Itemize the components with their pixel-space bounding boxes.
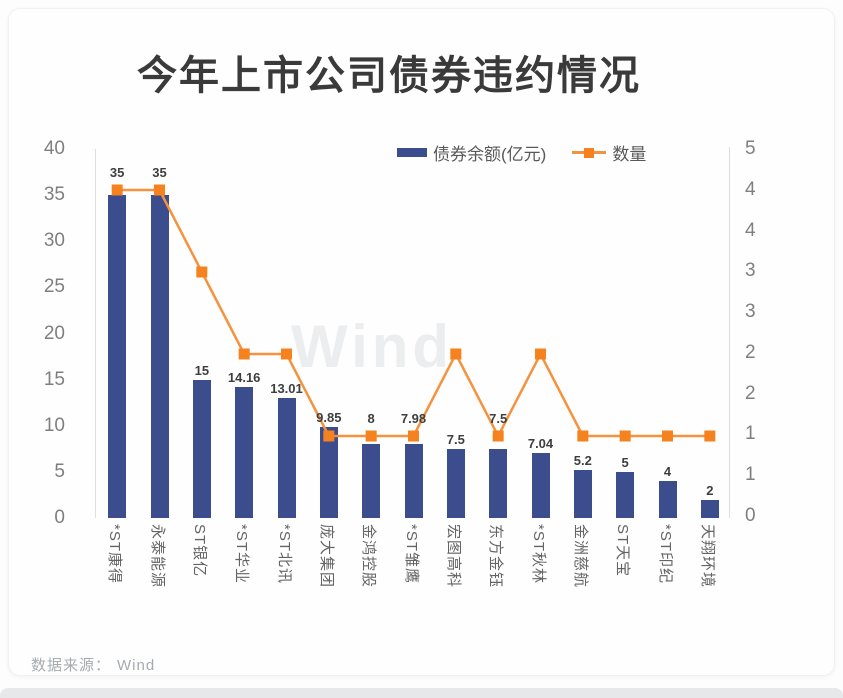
bar-value-label: 7.98 xyxy=(400,411,427,426)
x-axis-label: ST天宝 xyxy=(614,524,632,578)
x-axis-label: 金洲慈航 xyxy=(571,524,589,589)
bar xyxy=(531,453,550,518)
right-axis-tick: 3 xyxy=(745,260,756,282)
left-axis-line xyxy=(95,149,96,518)
x-axis-label: *ST印纪 xyxy=(656,524,674,585)
bar-swatch-icon xyxy=(397,148,427,157)
line-marker xyxy=(619,430,631,442)
bar xyxy=(446,448,465,518)
line-marker xyxy=(111,184,123,196)
x-axis-label: *ST华业 xyxy=(233,524,251,585)
bar-value-label: 4 xyxy=(663,464,672,480)
right-axis-tick: 3 xyxy=(745,301,756,323)
left-axis-tick: 20 xyxy=(43,322,65,344)
chart-card: 今年上市公司债券违约情况 债券余额(亿元) 数量 Wind 40 35 30 25 20… xyxy=(8,8,835,676)
line-marker xyxy=(577,430,589,442)
x-axis-label: 金鸿控股 xyxy=(360,524,378,589)
bar xyxy=(362,444,381,518)
right-axis-tick: 1 xyxy=(745,423,756,445)
bar xyxy=(277,397,296,518)
bar-value-label: 5 xyxy=(621,454,629,470)
bar xyxy=(658,481,677,518)
legend-item-bond-balance: 债券余额(亿元) xyxy=(397,140,546,165)
line-marker xyxy=(662,430,673,442)
chart-title: 今年上市公司债券违约情况 xyxy=(137,54,641,98)
bar xyxy=(192,379,211,518)
bar-value-label: 7.04 xyxy=(527,436,554,452)
right-axis-tick: 5 xyxy=(745,138,756,159)
plot-area: 40 35 30 25 20 15 10 5 0 5 4 4 3 3 2 2 1 1 0 35 *ST康得 35 永泰能源 1… xyxy=(9,9,834,675)
line-marker xyxy=(450,348,462,360)
x-axis-label: 东方金钰 xyxy=(487,524,505,589)
left-axis-tick: 30 xyxy=(43,230,65,252)
left-axis-tick: 15 xyxy=(43,368,65,390)
bar xyxy=(319,427,338,518)
bar-value-label: 35 xyxy=(109,165,125,180)
x-axis-label: *ST秋林 xyxy=(529,524,547,585)
x-axis-label: 永泰能源 xyxy=(148,524,166,589)
bar xyxy=(404,444,423,518)
left-axis-tick: 0 xyxy=(54,507,65,528)
bar-value-label: 2 xyxy=(706,482,714,498)
line-marker-swatch-icon xyxy=(572,147,607,158)
bar-value-label: 5.2 xyxy=(573,453,592,469)
bar xyxy=(616,471,635,518)
line-marker xyxy=(154,184,165,196)
right-axis-tick: 2 xyxy=(745,341,756,363)
line-marker xyxy=(281,348,292,360)
bar xyxy=(489,448,508,518)
line-marker xyxy=(196,266,208,278)
legend-item-count: 数量 xyxy=(572,140,646,165)
line-marker xyxy=(238,348,250,360)
x-axis-label: 庞大集团 xyxy=(317,524,335,589)
data-source-label: 数据来源： xyxy=(31,657,112,674)
bar xyxy=(150,195,169,518)
x-axis-label: ST银亿 xyxy=(190,524,208,578)
x-axis-label: *ST北讯 xyxy=(275,524,293,585)
x-axis-label: 宏图高科 xyxy=(444,524,462,589)
right-axis-tick: 0 xyxy=(745,505,756,526)
legend-bar-label: 债券余额(亿元) xyxy=(433,145,547,164)
bar-value-label: 13.01 xyxy=(270,380,303,396)
left-axis-tick: 40 xyxy=(43,138,65,159)
right-axis-tick: 1 xyxy=(745,464,756,486)
line-marker xyxy=(704,430,716,442)
line-marker xyxy=(408,430,419,442)
legend-line-label: 数量 xyxy=(612,145,647,164)
next-card-edge xyxy=(0,688,843,698)
bar xyxy=(235,387,254,518)
line-marker xyxy=(492,430,504,442)
left-axis-tick: 25 xyxy=(43,276,65,298)
left-axis-tick: 10 xyxy=(43,414,65,436)
bar xyxy=(700,499,719,518)
x-axis-label: 天翔环境 xyxy=(698,524,716,589)
left-axis-tick: 35 xyxy=(43,184,65,206)
data-source-value: Wind xyxy=(117,657,156,674)
bar-value-label: 7.5 xyxy=(489,411,508,426)
legend: 债券余额(亿元) 数量 xyxy=(397,140,646,165)
bar-value-label: 35 xyxy=(152,165,167,180)
right-axis-tick: 4 xyxy=(745,178,756,200)
x-axis-label: *ST雏鹰 xyxy=(402,524,420,585)
bar xyxy=(573,470,592,518)
x-axis-label: *ST康得 xyxy=(106,524,124,585)
bar-value-label: 7.5 xyxy=(446,431,465,447)
bar xyxy=(108,195,127,518)
line-marker xyxy=(365,430,377,442)
data-source-note: 数据来源： Wind xyxy=(31,654,155,675)
left-axis-tick: 5 xyxy=(54,460,65,482)
line-marker xyxy=(535,348,546,360)
right-axis-line xyxy=(729,147,730,518)
right-axis-tick: 4 xyxy=(745,219,756,241)
right-axis-tick: 2 xyxy=(745,382,756,404)
